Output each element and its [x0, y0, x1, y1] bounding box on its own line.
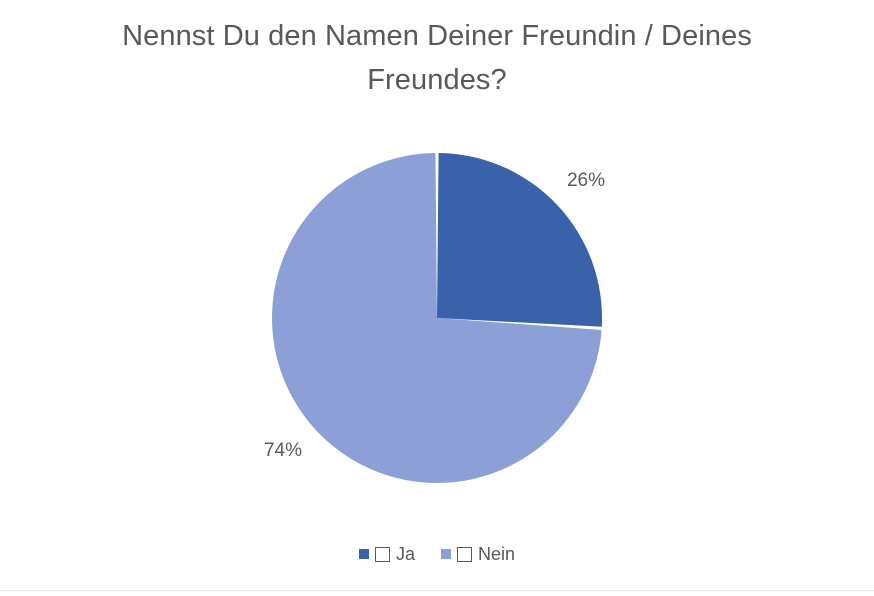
pie-plot-area — [272, 153, 603, 484]
legend-swatch-icon-ja — [358, 549, 369, 559]
data-label-ja: 26% — [566, 170, 606, 191]
legend-swatch-icon-nein — [440, 549, 451, 559]
legend-item-nein[interactable]: Nein — [440, 544, 516, 564]
pie-slice-nein[interactable] — [272, 153, 602, 484]
missing-glyph-box-icon-nein — [456, 546, 472, 562]
chart-legend: Ja Nein — [0, 545, 874, 563]
bottom-divider — [0, 590, 874, 591]
legend-item-ja[interactable]: Ja — [358, 544, 415, 564]
pie-slice-ja[interactable] — [437, 153, 603, 327]
missing-glyph-box-icon-ja — [374, 546, 390, 562]
chart-title: Nennst Du den Namen Deiner Freundin / De… — [122, 20, 752, 96]
legend-label-nein: Nein — [477, 544, 516, 564]
legend-label-ja: Ja — [395, 544, 415, 564]
pie-svg — [272, 153, 603, 484]
data-label-nein: 74% — [263, 440, 303, 461]
